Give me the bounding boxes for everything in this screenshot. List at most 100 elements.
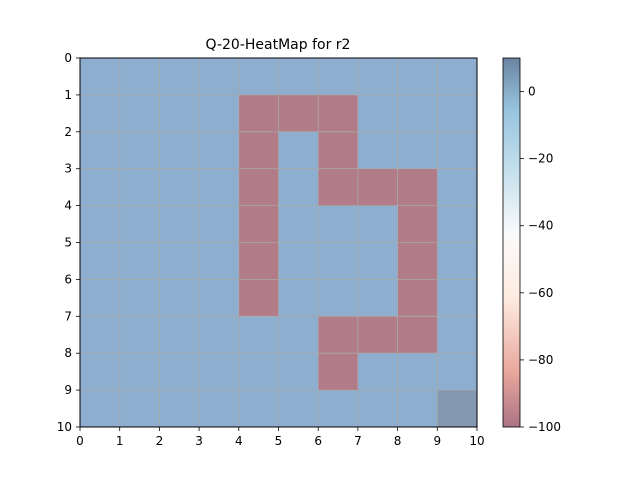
y-tick-label: 2 [64,125,72,139]
heatmap-cell [278,353,319,391]
heatmap-cell [397,353,438,391]
x-tick-label: 8 [394,434,402,448]
heatmap-cell [119,131,160,170]
heatmap-cell [199,242,240,280]
heatmap-cell [357,205,399,243]
heatmap-cell [397,58,438,96]
heatmap-cell [119,168,160,207]
heatmap-cell [318,242,359,280]
heatmap-cell [159,131,200,170]
heatmap-cell [318,279,359,317]
colorbar-tick-label: −80 [528,353,553,367]
x-tick-label: 4 [235,434,243,448]
colorbar-tick-label: 0 [528,85,536,99]
heatmap-cell [80,279,121,317]
heatmap-gridlines [80,58,477,427]
heatmap-cell [159,205,200,243]
x-tick-label: 2 [156,434,164,448]
heatmap-cell [397,131,438,170]
heatmap-cell [437,353,478,391]
heatmap-cell [199,353,240,391]
y-tick-label: 3 [64,162,72,176]
y-tick-label: 8 [64,346,72,360]
heatmap-cell [278,390,319,428]
heatmap-cell [437,242,478,280]
heatmap-cell [159,94,200,133]
heatmap-cell [437,94,478,133]
y-tick-label: 7 [64,309,72,323]
heatmap-cell [238,94,279,133]
x-tick-label: 5 [275,434,283,448]
heatmap-cell [119,242,160,280]
y-tick-label: 9 [64,383,72,397]
heatmap-cell [397,205,438,243]
y-tick-label: 4 [64,199,72,213]
heatmap-cell [318,316,359,354]
heatmap-cell [238,205,279,243]
heatmap-cell [159,242,200,280]
heatmap-cell [278,279,319,317]
heatmap-cells [80,58,478,428]
heatmap-cell [437,316,478,354]
heatmap-cell [238,131,279,170]
colorbar [502,57,521,428]
heatmap-cell [80,168,121,207]
colorbar-tick-label: −100 [528,420,561,434]
heatmap-cell [159,168,200,207]
heatmap-cell [437,168,478,207]
heatmap-cell [437,279,478,317]
heatmap-cell [199,58,240,96]
heatmap-cell [80,316,121,354]
x-tick-label: 6 [314,434,322,448]
heatmap-cell [159,316,200,354]
x-tick-label: 1 [116,434,124,448]
heatmap-cell [238,279,279,317]
heatmap-cell [199,168,240,207]
heatmap-cell [357,316,399,354]
heatmap-cell [278,205,319,243]
heatmap-cell [318,58,359,96]
heatmap-cell [397,168,438,207]
heatmap-cell [80,242,121,280]
heatmap-cell [199,390,240,428]
colorbar-tick-label: −20 [528,152,553,166]
heatmap-cell [159,58,200,96]
heatmap-cell [80,131,121,170]
y-tick-label: 10 [57,420,72,434]
heatmap-cell [357,58,399,96]
heatmap-cell [119,390,160,428]
x-tick-label: 3 [195,434,203,448]
heatmap-cell [357,242,399,280]
heatmap-cell [238,316,279,354]
heatmap-cell [199,316,240,354]
heatmap-cell [199,279,240,317]
heatmap-cell [159,279,200,317]
x-tick-label: 7 [354,434,362,448]
heatmap-cell [199,205,240,243]
heatmap-cell [437,390,478,428]
y-tick-label: 6 [64,272,72,286]
heatmap-cell [119,279,160,317]
heatmap-cell [278,168,319,207]
heatmap-cell [119,94,160,133]
heatmap-cell [397,279,438,317]
heatmap-cell [80,353,121,391]
y-axis: 0 1 2 3 4 5 6 7 8 9 10 [57,51,80,434]
heatmap-cell [397,316,438,354]
heatmap-cell [318,168,359,207]
heatmap-cell [397,390,438,428]
heatmap-cell [397,242,438,280]
heatmap-cell [119,353,160,391]
y-tick-label: 1 [64,88,72,102]
heatmap-cell [318,205,359,243]
heatmap-cell [159,353,200,391]
heatmap-cell [159,390,200,428]
heatmap-cell [119,316,160,354]
heatmap-cell [278,242,319,280]
heatmap-cell [357,168,399,207]
chart-title: Q-20-HeatMap for r2 [206,37,351,53]
heatmap-cell [357,131,399,170]
heatmap-cell [80,58,121,96]
x-tick-label: 9 [433,434,441,448]
